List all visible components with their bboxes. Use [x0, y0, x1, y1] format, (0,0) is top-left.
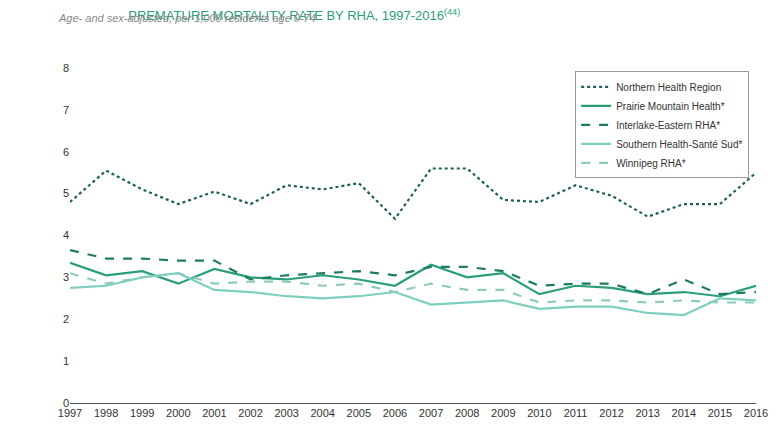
svg-text:2014: 2014: [672, 407, 696, 419]
svg-text:2003: 2003: [274, 407, 298, 419]
svg-text:2005: 2005: [347, 407, 371, 419]
svg-text:2013: 2013: [635, 407, 659, 419]
svg-text:2011: 2011: [564, 407, 588, 419]
svg-text:2006: 2006: [383, 407, 407, 419]
svg-text:2007: 2007: [419, 407, 443, 419]
svg-text:1998: 1998: [94, 407, 118, 419]
svg-text:2010: 2010: [527, 407, 551, 419]
svg-text:2: 2: [63, 313, 69, 325]
svg-text:3: 3: [63, 271, 69, 283]
svg-text:2009: 2009: [491, 407, 515, 419]
svg-text:1997: 1997: [58, 407, 82, 419]
svg-text:Winnipeg RHA*: Winnipeg RHA*: [616, 158, 686, 169]
svg-text:8: 8: [63, 62, 69, 74]
svg-text:Southern Health-Santé Sud*: Southern Health-Santé Sud*: [616, 139, 742, 150]
svg-text:1: 1: [63, 355, 69, 367]
svg-text:Northern Health Region: Northern Health Region: [616, 82, 721, 93]
svg-text:1999: 1999: [130, 407, 154, 419]
svg-text:Age- and sex-adjusted, per 1,0: Age- and sex-adjusted, per 1,000 residen…: [58, 12, 316, 24]
svg-text:Interlake-Eastern RHA*: Interlake-Eastern RHA*: [616, 120, 720, 131]
svg-text:6: 6: [63, 146, 69, 158]
svg-text:7: 7: [63, 104, 69, 116]
svg-text:2000: 2000: [166, 407, 190, 419]
svg-text:Prairie Mountain Health*: Prairie Mountain Health*: [616, 101, 724, 112]
svg-text:5: 5: [63, 187, 69, 199]
svg-text:2004: 2004: [310, 407, 334, 419]
svg-text:2008: 2008: [455, 407, 479, 419]
svg-text:0: 0: [63, 397, 69, 409]
svg-text:4: 4: [63, 229, 69, 241]
svg-text:2002: 2002: [238, 407, 262, 419]
svg-text:2016: 2016: [744, 407, 768, 419]
svg-text:PREMATURE MORTALITY RATE BY RH: PREMATURE MORTALITY RATE BY RHA, 1997-20…: [128, 7, 460, 23]
svg-text:2015: 2015: [708, 407, 732, 419]
svg-text:2001: 2001: [202, 407, 226, 419]
svg-text:2012: 2012: [599, 407, 623, 419]
